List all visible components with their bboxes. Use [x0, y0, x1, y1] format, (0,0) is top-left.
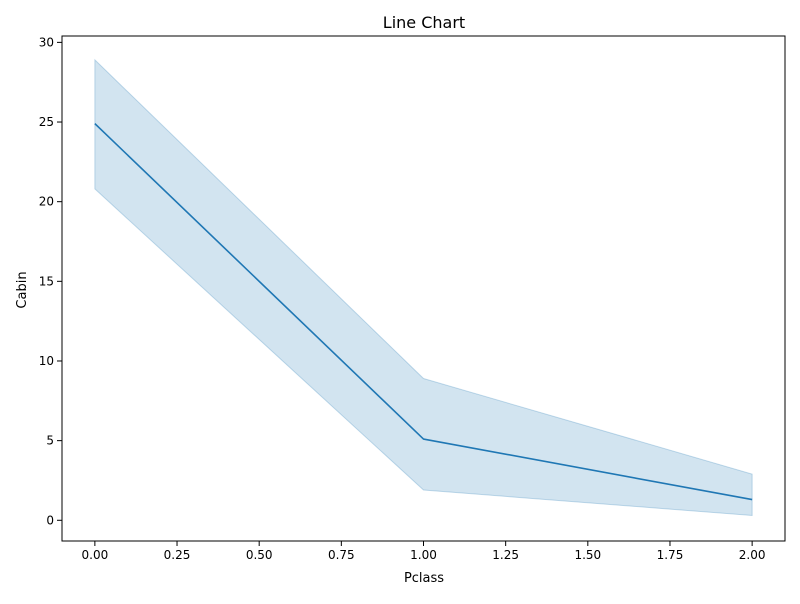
x-tick-label: 2.00 — [739, 548, 766, 562]
x-tick-label: 1.50 — [574, 548, 601, 562]
x-tick-label: 1.25 — [492, 548, 519, 562]
series-line — [94, 123, 753, 501]
x-tick-label: 0.25 — [164, 548, 191, 562]
confidence-band — [94, 58, 753, 517]
y-tick-label: 15 — [39, 274, 54, 288]
y-tick-label: 5 — [46, 434, 54, 448]
x-tick-label: 0.50 — [246, 548, 273, 562]
y-axis-label: Cabin — [15, 271, 30, 308]
x-tick-label: 1.75 — [657, 548, 684, 562]
x-tick-label: 0.75 — [328, 548, 355, 562]
y-tick-label: 10 — [39, 354, 54, 368]
plot-area: 0.00 0.25 0.50 0.75 1.00 1.25 1.50 1.75 2.00 0 5 10… — [39, 35, 786, 562]
y-tick-label: 20 — [39, 195, 54, 209]
x-tick-label: 0.00 — [82, 548, 109, 562]
y-tick-label: 0 — [46, 513, 54, 527]
chart-title: Line Chart — [383, 13, 465, 32]
y-tick-label: 25 — [39, 115, 54, 129]
x-axis-label: Pclass — [404, 571, 444, 586]
x-tick-label: 1.00 — [410, 548, 437, 562]
y-tick-label: 30 — [39, 35, 54, 49]
